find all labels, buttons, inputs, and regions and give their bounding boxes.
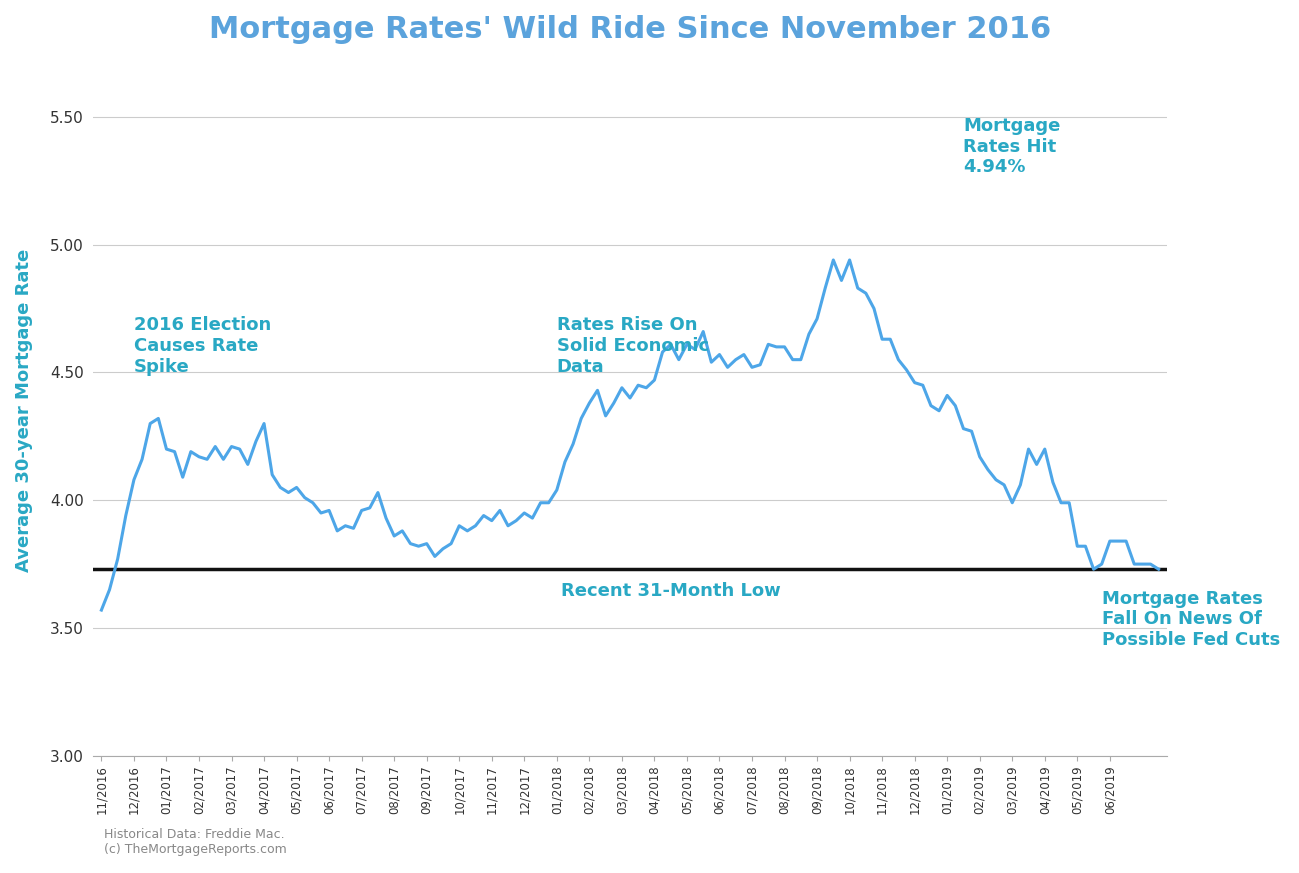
Text: Rates Rise On
Solid Economic
Data: Rates Rise On Solid Economic Data	[557, 316, 709, 375]
Text: Recent 31-Month Low: Recent 31-Month Low	[561, 582, 781, 600]
Text: Mortgage
Rates Hit
4.94%: Mortgage Rates Hit 4.94%	[964, 117, 1061, 176]
Text: Historical Data: Freddie Mac.
(c) TheMortgageReports.com: Historical Data: Freddie Mac. (c) TheMor…	[104, 828, 287, 856]
Text: 2016 Election
Causes Rate
Spike: 2016 Election Causes Rate Spike	[134, 316, 271, 375]
Text: Mortgage Rates
Fall On News Of
Possible Fed Cuts: Mortgage Rates Fall On News Of Possible …	[1102, 589, 1280, 650]
Title: Mortgage Rates' Wild Ride Since November 2016: Mortgage Rates' Wild Ride Since November…	[209, 15, 1051, 44]
Y-axis label: Average 30-year Mortgage Rate: Average 30-year Mortgage Rate	[16, 249, 32, 573]
